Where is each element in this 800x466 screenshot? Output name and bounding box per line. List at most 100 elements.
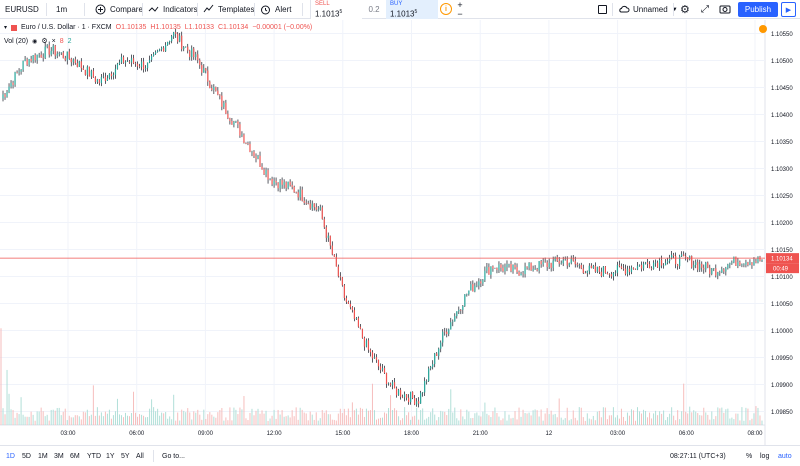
- interval-button[interactable]: 1m: [56, 0, 67, 19]
- volume-bar: [76, 415, 78, 425]
- candle-body: [399, 389, 402, 397]
- publish-button[interactable]: Publish: [738, 2, 778, 17]
- volume-bar: [289, 417, 291, 425]
- symbol-search-button[interactable]: EURUSD: [5, 0, 39, 19]
- candle-body: [144, 68, 147, 70]
- candle-body: [259, 155, 261, 167]
- range-3m[interactable]: 3M: [54, 446, 64, 466]
- range-1d[interactable]: 1D: [6, 446, 15, 466]
- range-5y[interactable]: 5Y: [121, 446, 130, 466]
- candle-body: [128, 61, 131, 63]
- volume-bar: [281, 410, 283, 425]
- volume-bar: [400, 420, 402, 425]
- volume-bar: [542, 420, 544, 425]
- close-icon[interactable]: ×: [51, 37, 56, 45]
- candle-body: [56, 53, 58, 56]
- volume-bar: [466, 409, 468, 425]
- volume-bar: [416, 407, 418, 425]
- candle-body: [428, 368, 430, 381]
- volume-bar: [221, 408, 223, 425]
- volume-bar: [225, 417, 227, 425]
- volume-bar: [355, 408, 357, 425]
- collapse-chevron-icon[interactable]: ▾: [4, 25, 8, 31]
- candle-body: [685, 256, 687, 258]
- settings-icon[interactable]: ⚙: [41, 38, 48, 45]
- fullscreen-button[interactable]: ⤢: [701, 0, 709, 19]
- range-ytd[interactable]: YTD: [87, 446, 101, 466]
- volume-bar: [297, 419, 299, 425]
- plus-icon[interactable]: +: [457, 0, 463, 10]
- candle-body: [161, 47, 163, 50]
- chart-area[interactable]: 1.10550 1.10500 1.10450 1.10400 1.10350 1.103…: [0, 20, 800, 445]
- sell-button[interactable]: SELL 1.10135: [310, 0, 362, 19]
- auto-toggle[interactable]: auto: [778, 446, 792, 466]
- volume-bar: [494, 407, 496, 425]
- volume-bar: [323, 412, 325, 425]
- range-1m[interactable]: 1M: [38, 446, 48, 466]
- time-tick-label: 12:00: [267, 431, 283, 437]
- candle-body: [403, 394, 406, 398]
- candle-body: [213, 86, 215, 91]
- minus-icon[interactable]: −: [457, 8, 463, 19]
- time-tick-label: 03:00: [610, 431, 626, 437]
- candle-body: [361, 328, 364, 338]
- range-1y[interactable]: 1Y: [106, 446, 115, 466]
- buy-button[interactable]: BUY 1.10135: [386, 0, 438, 19]
- candle-body: [116, 63, 119, 69]
- toolbar-divider: [254, 3, 255, 16]
- volume-bar: [339, 408, 341, 425]
- templates-button[interactable]: Templates: [203, 0, 254, 19]
- candle-body: [257, 155, 259, 159]
- volume-bar: [167, 418, 169, 425]
- volume-bar: [725, 409, 727, 425]
- candle-body: [305, 202, 307, 204]
- info-icon[interactable]: i: [440, 3, 452, 15]
- snapshot-button[interactable]: [719, 0, 731, 19]
- range-label: 3M: [54, 452, 64, 460]
- candle-body: [311, 203, 313, 209]
- indicators-button[interactable]: Indicators: [148, 0, 198, 19]
- indicators-label: Indicators: [163, 5, 198, 14]
- candle-body: [229, 118, 231, 121]
- settings-button[interactable]: ⚙: [680, 0, 690, 19]
- candle-body: [739, 262, 741, 266]
- candle-body: [175, 32, 177, 34]
- volume-bar: [578, 407, 580, 425]
- fullscreen-checkbox[interactable]: [598, 0, 607, 19]
- range-5d[interactable]: 5D: [22, 446, 31, 466]
- candle-body: [183, 47, 185, 50]
- candle-body: [235, 121, 237, 122]
- volume-bar: [247, 420, 249, 425]
- interval-label: 1m: [56, 5, 68, 14]
- layout-name-button[interactable]: Unnamed ▼: [618, 0, 678, 19]
- legend-low: L1.10133: [184, 24, 214, 31]
- range-all[interactable]: All: [136, 446, 144, 466]
- alert-dot-icon[interactable]: [759, 25, 767, 33]
- volume-bar: [6, 369, 8, 425]
- percent-toggle[interactable]: %: [746, 446, 752, 466]
- log-toggle[interactable]: log: [760, 446, 769, 466]
- clock-timezone-button[interactable]: 08:27:11 (UTC+3): [670, 446, 726, 466]
- range-6m[interactable]: 6M: [70, 446, 80, 466]
- play-button[interactable]: ▶: [781, 2, 796, 17]
- alert-button[interactable]: Alert: [260, 0, 291, 19]
- range-label: 5D: [22, 452, 31, 460]
- compare-button[interactable]: Compare: [95, 0, 143, 19]
- goto-button[interactable]: Go to...: [162, 446, 185, 466]
- volume-bar: [199, 414, 201, 425]
- candle-body: [654, 262, 657, 264]
- volume-bar: [66, 420, 68, 425]
- candle-body: [458, 309, 460, 312]
- candle-body: [393, 382, 396, 389]
- volume-bar: [452, 412, 454, 425]
- candle-body: [572, 258, 574, 261]
- volume-bar: [608, 415, 610, 425]
- candle-body: [102, 76, 105, 78]
- candle-body: [337, 266, 339, 277]
- eye-icon[interactable]: ◉: [32, 38, 38, 45]
- price-chart[interactable]: 1.10550 1.10500 1.10450 1.10400 1.10350 1.103…: [0, 20, 800, 445]
- volume-bar: [462, 416, 464, 425]
- candle-body: [422, 392, 424, 394]
- candle-body: [532, 269, 534, 271]
- candle-body: [38, 54, 40, 56]
